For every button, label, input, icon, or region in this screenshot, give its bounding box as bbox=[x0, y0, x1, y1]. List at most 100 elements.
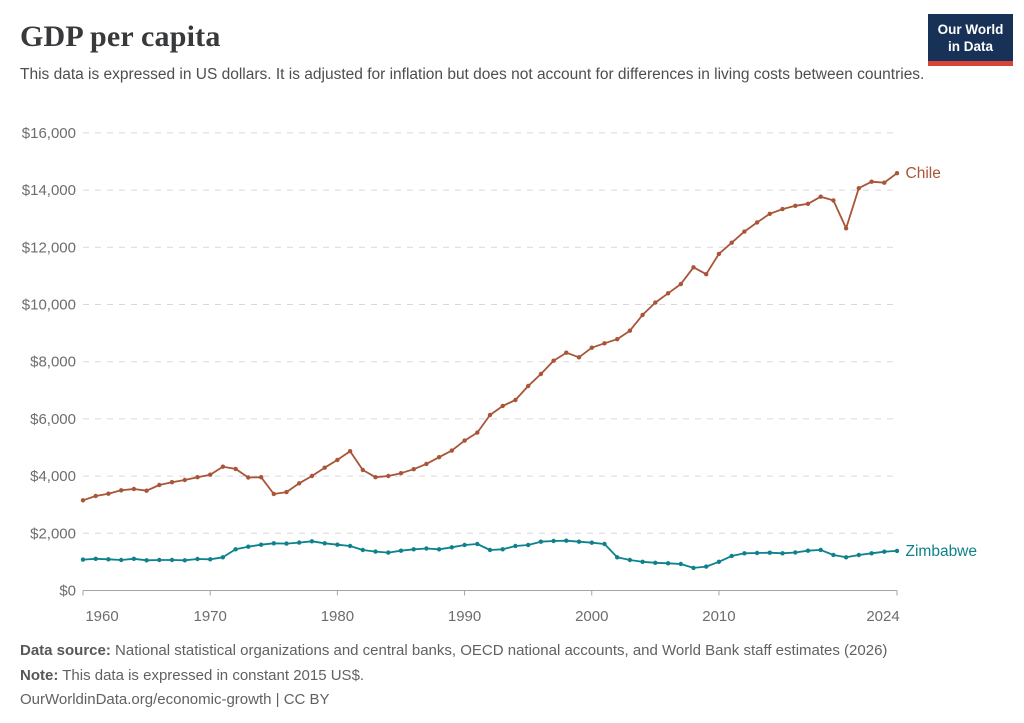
data-point-zimbabwe[interactable] bbox=[653, 560, 658, 565]
data-point-chile[interactable] bbox=[894, 171, 900, 176]
data-point-chile[interactable] bbox=[182, 477, 187, 483]
data-point-zimbabwe[interactable] bbox=[843, 555, 849, 560]
data-point-chile[interactable] bbox=[831, 198, 836, 203]
series-line-zimbabwe[interactable] bbox=[82, 539, 898, 569]
data-point-zimbabwe[interactable] bbox=[576, 539, 582, 544]
data-point-chile[interactable] bbox=[347, 449, 353, 454]
data-point-chile[interactable] bbox=[335, 457, 340, 463]
data-point-zimbabwe[interactable] bbox=[767, 550, 772, 555]
data-point-zimbabwe[interactable] bbox=[386, 550, 391, 555]
data-point-zimbabwe[interactable] bbox=[246, 544, 251, 549]
data-point-chile[interactable] bbox=[373, 475, 378, 480]
series-chile[interactable]: Chile bbox=[80, 165, 941, 503]
data-point-chile[interactable] bbox=[93, 493, 98, 499]
data-point-zimbabwe[interactable] bbox=[322, 541, 327, 546]
data-point-chile[interactable] bbox=[386, 473, 391, 479]
data-point-zimbabwe[interactable] bbox=[144, 558, 149, 563]
data-point-zimbabwe[interactable] bbox=[93, 556, 98, 561]
data-point-chile[interactable] bbox=[322, 465, 327, 470]
data-point-zimbabwe[interactable] bbox=[869, 551, 874, 556]
data-point-chile[interactable] bbox=[576, 355, 582, 360]
data-point-zimbabwe[interactable] bbox=[742, 551, 747, 556]
data-point-chile[interactable] bbox=[653, 300, 658, 305]
data-point-zimbabwe[interactable] bbox=[80, 557, 86, 562]
citation-line[interactable]: OurWorldinData.org/economic-growth | CC … bbox=[20, 691, 330, 708]
data-point-chile[interactable] bbox=[462, 438, 467, 443]
data-point-zimbabwe[interactable] bbox=[119, 557, 124, 563]
data-point-chile[interactable] bbox=[869, 179, 874, 184]
data-point-chile[interactable] bbox=[640, 312, 645, 318]
data-point-zimbabwe[interactable] bbox=[551, 538, 556, 544]
data-point-zimbabwe[interactable] bbox=[538, 539, 544, 544]
data-point-chile[interactable] bbox=[208, 472, 213, 477]
data-point-zimbabwe[interactable] bbox=[831, 552, 836, 558]
data-point-chile[interactable] bbox=[258, 475, 264, 480]
data-point-zimbabwe[interactable] bbox=[462, 542, 467, 548]
data-point-chile[interactable] bbox=[309, 473, 315, 479]
data-point-zimbabwe[interactable] bbox=[818, 547, 823, 553]
series-zimbabwe[interactable]: Zimbabwe bbox=[80, 538, 978, 571]
data-point-zimbabwe[interactable] bbox=[793, 550, 798, 555]
data-point-zimbabwe[interactable] bbox=[704, 564, 709, 569]
data-point-zimbabwe[interactable] bbox=[182, 558, 187, 563]
data-point-chile[interactable] bbox=[487, 412, 493, 418]
data-point-zimbabwe[interactable] bbox=[691, 565, 696, 571]
data-point-chile[interactable] bbox=[144, 488, 149, 493]
data-point-chile[interactable] bbox=[131, 486, 137, 492]
data-point-chile[interactable] bbox=[436, 455, 442, 460]
data-point-zimbabwe[interactable] bbox=[208, 557, 213, 562]
data-point-chile[interactable] bbox=[513, 397, 518, 403]
series-label-chile[interactable]: Chile bbox=[906, 165, 941, 182]
data-point-chile[interactable] bbox=[246, 475, 251, 480]
data-point-chile[interactable] bbox=[564, 350, 569, 355]
data-point-chile[interactable] bbox=[615, 337, 620, 342]
data-point-zimbabwe[interactable] bbox=[856, 552, 861, 558]
data-point-chile[interactable] bbox=[284, 489, 289, 495]
data-point-chile[interactable] bbox=[589, 345, 594, 350]
data-point-chile[interactable] bbox=[767, 211, 772, 216]
data-point-chile[interactable] bbox=[119, 488, 124, 493]
data-point-zimbabwe[interactable] bbox=[729, 553, 734, 559]
data-point-chile[interactable] bbox=[360, 467, 365, 473]
data-point-chile[interactable] bbox=[80, 498, 86, 503]
data-point-chile[interactable] bbox=[856, 186, 861, 191]
data-point-chile[interactable] bbox=[843, 226, 849, 231]
data-point-zimbabwe[interactable] bbox=[513, 543, 518, 549]
data-point-zimbabwe[interactable] bbox=[640, 559, 645, 564]
data-point-chile[interactable] bbox=[169, 480, 175, 485]
data-point-zimbabwe[interactable] bbox=[882, 549, 887, 554]
data-point-zimbabwe[interactable] bbox=[347, 543, 353, 549]
data-point-chile[interactable] bbox=[475, 430, 480, 435]
data-point-zimbabwe[interactable] bbox=[627, 557, 633, 563]
data-point-chile[interactable] bbox=[716, 251, 722, 257]
data-point-chile[interactable] bbox=[500, 403, 505, 409]
data-point-chile[interactable] bbox=[526, 383, 531, 389]
data-point-chile[interactable] bbox=[157, 482, 162, 488]
data-point-chile[interactable] bbox=[602, 341, 607, 346]
data-point-chile[interactable] bbox=[665, 291, 671, 296]
series-label-zimbabwe[interactable]: Zimbabwe bbox=[906, 543, 978, 560]
data-point-zimbabwe[interactable] bbox=[335, 542, 340, 547]
data-point-chile[interactable] bbox=[704, 272, 709, 277]
data-point-zimbabwe[interactable] bbox=[678, 561, 683, 567]
data-point-zimbabwe[interactable] bbox=[220, 555, 226, 560]
data-point-zimbabwe[interactable] bbox=[754, 550, 760, 556]
data-point-zimbabwe[interactable] bbox=[500, 547, 505, 552]
data-point-chile[interactable] bbox=[678, 281, 683, 287]
data-point-chile[interactable] bbox=[793, 203, 798, 208]
data-point-zimbabwe[interactable] bbox=[284, 541, 289, 546]
series-line-chile[interactable] bbox=[82, 172, 898, 502]
data-point-zimbabwe[interactable] bbox=[564, 538, 569, 543]
data-point-chile[interactable] bbox=[411, 467, 416, 472]
data-point-chile[interactable] bbox=[780, 206, 785, 212]
data-point-zimbabwe[interactable] bbox=[106, 557, 111, 562]
data-point-chile[interactable] bbox=[805, 201, 811, 206]
data-point-zimbabwe[interactable] bbox=[894, 548, 900, 554]
data-point-chile[interactable] bbox=[691, 265, 696, 270]
data-point-chile[interactable] bbox=[398, 471, 404, 476]
data-point-zimbabwe[interactable] bbox=[805, 548, 811, 553]
data-point-zimbabwe[interactable] bbox=[526, 542, 531, 548]
data-point-chile[interactable] bbox=[742, 229, 747, 234]
data-point-chile[interactable] bbox=[297, 481, 302, 486]
data-point-chile[interactable] bbox=[271, 491, 276, 497]
